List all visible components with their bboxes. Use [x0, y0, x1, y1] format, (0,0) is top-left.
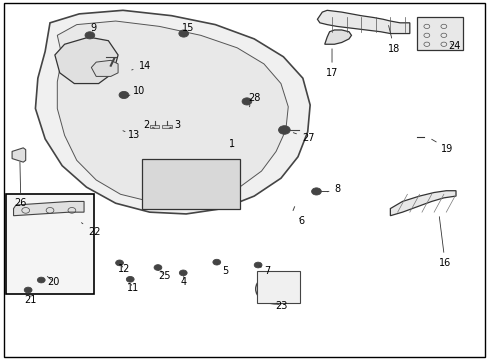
- Circle shape: [242, 98, 251, 105]
- Polygon shape: [389, 191, 455, 216]
- Text: 26: 26: [15, 162, 27, 208]
- Circle shape: [37, 277, 45, 283]
- Circle shape: [179, 270, 187, 276]
- Circle shape: [311, 188, 321, 195]
- Text: 22: 22: [81, 223, 100, 237]
- Text: 3: 3: [169, 120, 180, 130]
- Bar: [256, 271, 300, 303]
- Circle shape: [119, 91, 128, 99]
- Circle shape: [85, 32, 95, 39]
- Polygon shape: [12, 148, 26, 162]
- Polygon shape: [324, 30, 351, 44]
- Text: 27: 27: [293, 133, 314, 143]
- Circle shape: [154, 265, 162, 270]
- Text: 25: 25: [158, 271, 170, 281]
- Text: 5: 5: [217, 264, 228, 276]
- Circle shape: [212, 259, 220, 265]
- Circle shape: [179, 30, 188, 37]
- Bar: [6, 194, 94, 294]
- Polygon shape: [317, 10, 409, 33]
- Text: 28: 28: [247, 93, 260, 107]
- Text: 9: 9: [90, 23, 97, 33]
- Text: 16: 16: [438, 217, 450, 268]
- Text: 21: 21: [24, 295, 37, 305]
- Text: 8: 8: [327, 184, 340, 194]
- Text: 24: 24: [448, 41, 460, 51]
- Text: 4: 4: [180, 276, 186, 287]
- Text: 20: 20: [47, 276, 60, 287]
- Text: 10: 10: [127, 86, 144, 96]
- Text: 23: 23: [274, 301, 286, 311]
- Text: 12: 12: [118, 264, 130, 274]
- Polygon shape: [14, 202, 84, 216]
- Polygon shape: [35, 10, 309, 214]
- Text: 11: 11: [126, 283, 139, 293]
- Circle shape: [254, 262, 262, 268]
- Text: 7: 7: [259, 266, 270, 276]
- Text: 19: 19: [431, 139, 453, 154]
- Text: 17: 17: [325, 49, 338, 78]
- Text: 6: 6: [297, 216, 304, 226]
- Circle shape: [126, 276, 134, 282]
- Polygon shape: [91, 60, 118, 76]
- Text: 2: 2: [143, 120, 154, 130]
- Circle shape: [116, 260, 123, 266]
- Text: 18: 18: [387, 26, 400, 54]
- Bar: [162, 125, 171, 128]
- Text: 14: 14: [131, 61, 150, 71]
- FancyBboxPatch shape: [142, 158, 239, 208]
- Polygon shape: [57, 21, 287, 203]
- Text: 15: 15: [182, 23, 194, 33]
- Circle shape: [278, 126, 289, 134]
- Polygon shape: [55, 37, 118, 84]
- Bar: [149, 125, 159, 128]
- Circle shape: [24, 287, 32, 293]
- Text: 1: 1: [229, 139, 235, 149]
- Text: 13: 13: [122, 130, 140, 140]
- Bar: [416, 18, 462, 50]
